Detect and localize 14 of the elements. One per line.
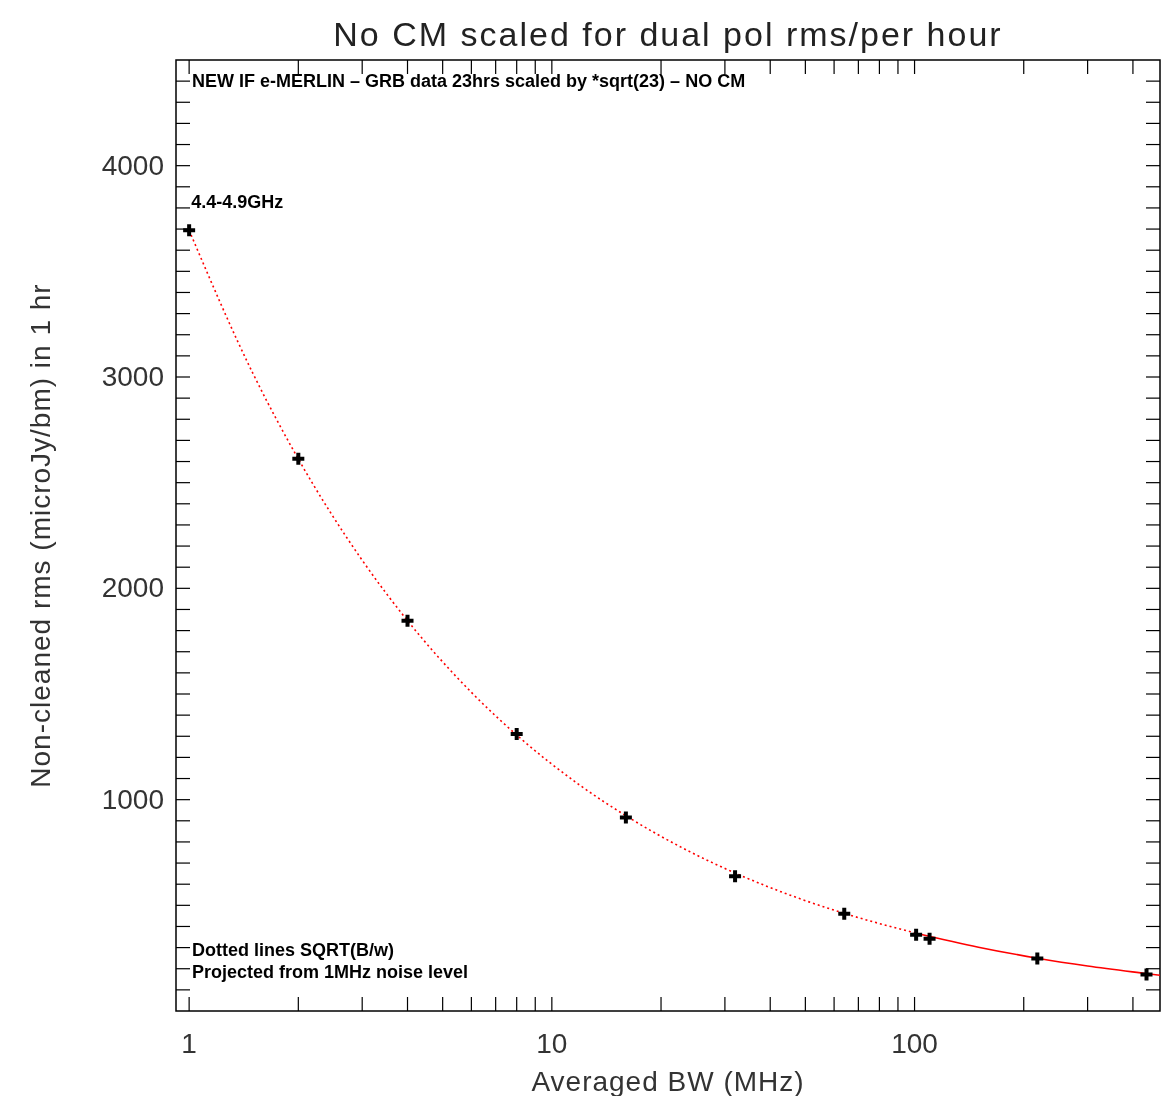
x-axis-title: Averaged BW (MHz) (531, 1066, 805, 1097)
x-tick-label: 100 (891, 1028, 938, 1059)
x-tick-label: 10 (536, 1028, 568, 1059)
y-tick-label: 4000 (101, 149, 164, 181)
annotation: NEW IF e-MERLIN – GRB data 23hrs scaled by *sqrt(23) – NO CM (192, 71, 746, 91)
x-tick-label: 1 (181, 1028, 197, 1059)
y-tick-label: 2000 (101, 572, 164, 604)
annotation: Dotted lines SQRT(B/w) (192, 940, 394, 960)
y-tick-label: 3000 (101, 360, 164, 392)
y-axis-title: Non-cleaned rms (microJy/bm) in 1 hr (25, 283, 56, 788)
y-tick-label: 1000 (101, 783, 164, 815)
annotation: 4.4-4.9GHz (191, 192, 284, 213)
chart-title: No CM scaled for dual pol rms/per hour (333, 15, 1003, 53)
annotation: Projected from 1MHz noise level (192, 962, 469, 982)
